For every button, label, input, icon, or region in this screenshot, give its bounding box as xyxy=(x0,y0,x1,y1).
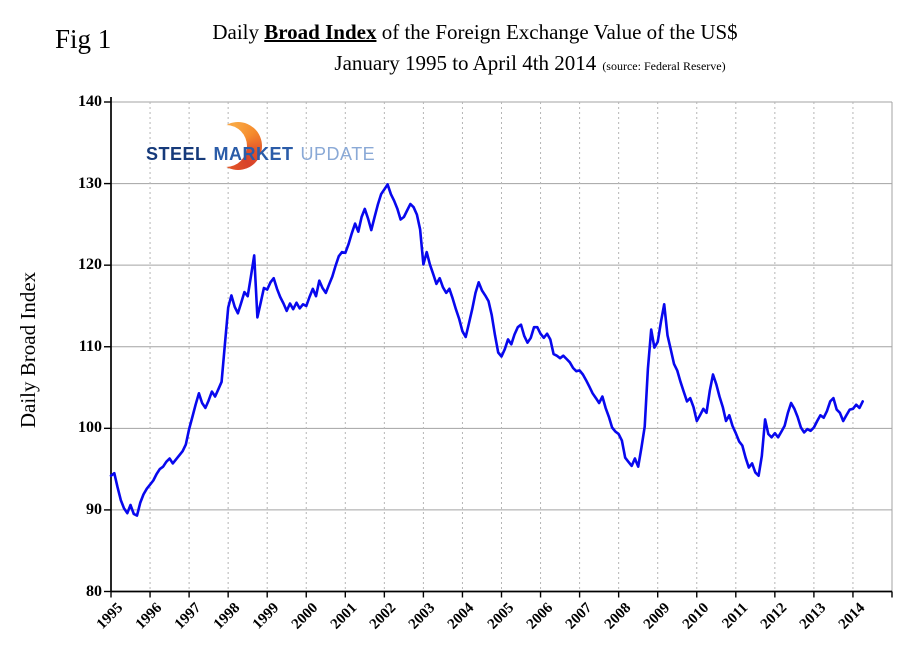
logo-crescent-hole xyxy=(205,125,247,167)
chart-title-emphasis: Broad Index xyxy=(264,20,377,44)
logo-word-update: UPDATE xyxy=(300,144,376,164)
logo-word-steel: STEEL xyxy=(146,144,207,164)
y-tick-label: 120 xyxy=(78,256,102,274)
y-tick-label: 80 xyxy=(86,582,102,600)
logo-text: STEEL MARKET UPDATE xyxy=(146,144,375,165)
y-tick-label: 110 xyxy=(78,337,102,355)
chart-subtitle-text: January 1995 to April 4th 2014 xyxy=(334,51,597,75)
source-note: (source: Federal Reserve) xyxy=(602,59,726,73)
y-tick-label: 140 xyxy=(78,93,102,110)
chart-subtitle: January 1995 to April 4th 2014 (source: F… xyxy=(170,51,890,76)
logo-crescent-icon xyxy=(205,122,262,170)
chart-title-prefix: Daily xyxy=(212,20,265,44)
logo-word-market: MARKET xyxy=(213,144,294,164)
figure-label: Fig 1 xyxy=(55,24,112,54)
steel-market-update-logo: STEEL MARKET UPDATE xyxy=(144,120,375,175)
y-tick-label: 90 xyxy=(86,500,102,518)
series-line xyxy=(109,183,864,517)
chart-title-suffix: of the Foreign Exchange Value of the US$ xyxy=(376,20,738,44)
chart-title: Daily Broad Index of the Foreign Exchang… xyxy=(115,20,835,45)
chart-title-block: Daily Broad Index of the Foreign Exchang… xyxy=(115,20,835,76)
y-axis-title: Daily Broad Index xyxy=(16,271,40,429)
y-tick-label: 100 xyxy=(78,419,102,437)
y-tick-label: 130 xyxy=(78,174,102,192)
